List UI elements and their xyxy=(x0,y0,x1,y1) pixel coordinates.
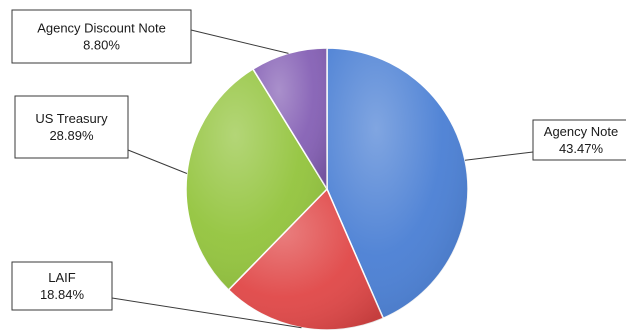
pie-slice-shading-laif xyxy=(228,189,384,331)
leader-lines xyxy=(111,29,534,329)
data-label-value-agency-discount-note: 8.80% xyxy=(83,38,120,53)
pie-slice-shading-us-treasury xyxy=(185,69,327,290)
leader-line-us-treasury xyxy=(127,149,188,174)
data-label-name-agency-note: Agency Note xyxy=(544,124,618,139)
data-label-agency-discount-note: Agency Discount Note 8.80% xyxy=(11,9,192,64)
pie-slice-shading-agency-note xyxy=(327,48,469,319)
pie-slice-shading-agency-discount-note xyxy=(252,48,327,189)
data-label-box-us-treasury xyxy=(14,95,129,159)
leader-line-agency-note xyxy=(464,151,534,161)
data-label-box-agency-note xyxy=(532,119,626,161)
data-label-name-laif: LAIF xyxy=(48,270,76,285)
leader-line-laif xyxy=(111,297,302,329)
slices-layer xyxy=(185,47,469,331)
data-label-value-us-treasury: 28.89% xyxy=(49,128,94,143)
data-label-value-agency-note: 43.47% xyxy=(559,141,604,156)
data-labels: Agency Note 43.47% LAIF 18.84% US Treasury 28… xyxy=(11,9,626,311)
data-label-agency-note: Agency Note 43.47% xyxy=(532,119,626,161)
data-label-name-agency-discount-note: Agency Discount Note xyxy=(37,21,166,36)
data-label-value-laif: 18.84% xyxy=(40,287,85,302)
data-label-box-agency-discount-note xyxy=(11,9,192,64)
data-label-name-us-treasury: US Treasury xyxy=(35,111,108,126)
data-label-laif: LAIF 18.84% xyxy=(11,261,113,311)
leader-line-agency-discount-note xyxy=(190,29,289,54)
data-label-box-laif xyxy=(11,261,113,311)
data-label-us-treasury: US Treasury 28.89% xyxy=(14,95,129,159)
